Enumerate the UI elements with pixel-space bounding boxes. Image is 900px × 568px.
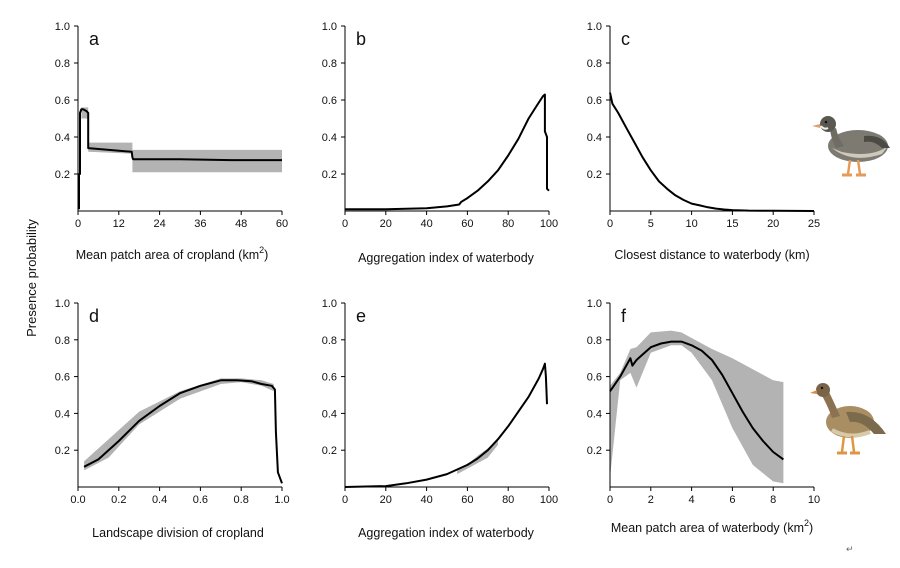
confidence-band: [610, 330, 784, 484]
y-tick-label: 0.2: [55, 445, 70, 457]
x-tick-label: 20: [380, 218, 392, 230]
y-tick-label: 0.6: [55, 95, 70, 107]
x-tick-label: 6: [729, 494, 735, 506]
x-tick-label: 0.2: [111, 494, 126, 506]
x-tick-label: 24: [153, 218, 165, 230]
x-tick-label: 4: [689, 494, 695, 506]
panel-letter: e: [356, 306, 366, 326]
y-tick-label: 0.4: [322, 132, 337, 144]
x-tick-label: 10: [808, 494, 820, 506]
panel-letter: c: [621, 29, 630, 49]
corner-mark: ↵: [846, 544, 854, 554]
series-line: [609, 340, 784, 461]
x-tick-label: 0.8: [234, 494, 249, 506]
x-tick-label: 0: [342, 218, 348, 230]
y-tick-label: 1.0: [55, 21, 70, 33]
x-axis-label: Closest distance to waterbody (km): [614, 248, 809, 262]
x-tick-label: 15: [726, 218, 738, 230]
y-tick-label: 0.6: [55, 372, 70, 384]
x-tick-label: 25: [808, 218, 820, 230]
y-tick-label: 0.8: [55, 335, 70, 347]
goose-illustration-c: [812, 116, 890, 177]
figure-ylabel: Presence probability: [24, 219, 39, 337]
y-tick-label: 1.0: [587, 298, 602, 310]
confidence-band: [81, 107, 283, 173]
x-tick-label: 0: [75, 218, 81, 230]
y-tick-label: 0.6: [587, 95, 602, 107]
series-line: [609, 92, 815, 212]
x-tick-label: 48: [235, 218, 247, 230]
x-tick-label: 60: [276, 218, 288, 230]
y-tick-label: 1.0: [322, 298, 337, 310]
x-tick-label: 0: [607, 494, 613, 506]
y-tick-label: 0.8: [55, 58, 70, 70]
y-tick-label: 0.4: [55, 132, 70, 144]
x-axis-label: Landscape division of cropland: [92, 526, 264, 540]
series-line: [345, 93, 550, 211]
series-line: [83, 379, 283, 484]
x-axis-label: Aggregation index of waterbody: [358, 251, 535, 265]
x-tick-label: 60: [461, 218, 473, 230]
panel-letter: b: [356, 29, 366, 49]
panel-letter: d: [89, 306, 99, 326]
panel-b: 0 20 40 60 80 100 0.2 0.4 0.6 0.8 1.0 b Aggregation …: [322, 21, 558, 265]
y-tick-label: 0.4: [587, 408, 602, 420]
series-line: [344, 362, 548, 488]
x-axis-label: Mean patch area of waterbody (km2): [611, 518, 813, 535]
y-tick-label: 0.2: [587, 169, 602, 181]
x-tick-label: 0.0: [70, 494, 85, 506]
x-tick-label: 40: [420, 218, 432, 230]
y-tick-label: 1.0: [322, 21, 337, 33]
y-tick-label: 0.4: [587, 132, 602, 144]
x-tick-label: 0: [607, 218, 613, 230]
y-tick-label: 0.6: [322, 372, 337, 384]
x-axis-label: Mean patch area of cropland (km2): [76, 245, 269, 262]
x-tick-label: 0.6: [193, 494, 208, 506]
panel-a: 0 12 24 36 48 60 0.2 0.4 0.6 0.8 1.0 a Mean patch ar…: [55, 21, 288, 262]
x-tick-label: 5: [648, 218, 654, 230]
x-tick-label: 20: [767, 218, 779, 230]
y-tick-label: 0.8: [587, 335, 602, 347]
y-tick-label: 0.6: [322, 95, 337, 107]
panel-f: 0 2 4 6 8 10 0.2 0.4 0.6 0.8 1.0 f Mean patch area o…: [587, 298, 820, 535]
y-tick-label: 0.2: [587, 445, 602, 457]
series-line: [78, 108, 282, 210]
panel-d: 0.0 0.2 0.4 0.6 0.8 1.0 0.2 0.4 0.6 0.8 1.0 d Landsc…: [55, 298, 290, 540]
y-tick-label: 1.0: [587, 21, 602, 33]
y-tick-label: 0.8: [322, 335, 337, 347]
y-tick-label: 0.8: [322, 58, 337, 70]
y-tick-label: 0.2: [322, 169, 337, 181]
x-tick-label: 20: [380, 494, 392, 506]
x-tick-label: 0.4: [152, 494, 167, 506]
x-tick-label: 10: [685, 218, 697, 230]
x-tick-label: 8: [770, 494, 776, 506]
x-axis-label: Aggregation index of waterbody: [358, 526, 535, 540]
confidence-band: [84, 378, 274, 471]
goose-illustration-f: [810, 383, 886, 455]
panel-e: 0 20 40 60 80 100 0.2 0.4 0.6 0.8 1.0 e Aggregation …: [322, 298, 558, 540]
y-tick-label: 0.6: [587, 372, 602, 384]
panel-c: 0 5 10 15 20 25 0.2 0.4 0.6 0.8 1.0 c Closest distan…: [587, 21, 820, 262]
x-tick-label: 100: [540, 494, 558, 506]
x-tick-label: 80: [502, 494, 514, 506]
panel-letter: a: [89, 29, 100, 49]
x-tick-label: 2: [648, 494, 654, 506]
y-tick-label: 0.4: [322, 408, 337, 420]
y-tick-label: 0.2: [322, 445, 337, 457]
x-tick-label: 40: [420, 494, 432, 506]
y-tick-label: 1.0: [55, 298, 70, 310]
y-tick-label: 0.8: [587, 58, 602, 70]
x-tick-label: 36: [194, 218, 206, 230]
x-tick-label: 1.0: [274, 494, 289, 506]
y-tick-label: 0.2: [55, 169, 70, 181]
x-tick-label: 60: [461, 494, 473, 506]
y-tick-label: 0.4: [55, 408, 70, 420]
x-tick-label: 0: [342, 494, 348, 506]
x-tick-label: 12: [113, 218, 125, 230]
x-tick-label: 100: [540, 218, 558, 230]
panel-letter: f: [621, 306, 627, 326]
x-tick-label: 80: [502, 218, 514, 230]
